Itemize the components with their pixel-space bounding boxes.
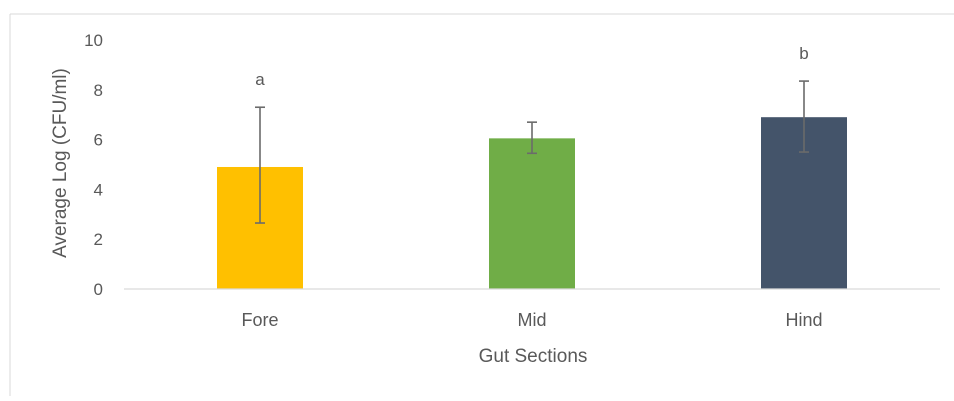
significance-label-hind: b <box>799 44 808 63</box>
x-category-label: Fore <box>241 310 278 330</box>
y-tick-label: 8 <box>94 81 103 100</box>
bar-series <box>217 117 847 289</box>
error-bars <box>255 80 809 224</box>
y-tick-label: 0 <box>94 280 103 299</box>
y-tick-label: 2 <box>94 230 103 249</box>
y-tick-label: 4 <box>94 180 103 199</box>
x-category-label: Mid <box>517 310 546 330</box>
significance-annotations: ab <box>255 44 808 89</box>
bar-mid <box>489 138 575 289</box>
y-axis-ticks: 0 2 4 6 8 10 <box>84 31 103 299</box>
significance-label-fore: a <box>255 70 265 89</box>
y-tick-label: 10 <box>84 31 103 50</box>
x-category-label: Hind <box>785 310 822 330</box>
x-axis-title: Gut Sections <box>479 346 588 367</box>
y-tick-label: 6 <box>94 131 103 150</box>
y-axis-title: Average Log (CFU/ml) <box>50 68 71 258</box>
x-axis-categories: Fore Mid Hind <box>241 310 822 330</box>
